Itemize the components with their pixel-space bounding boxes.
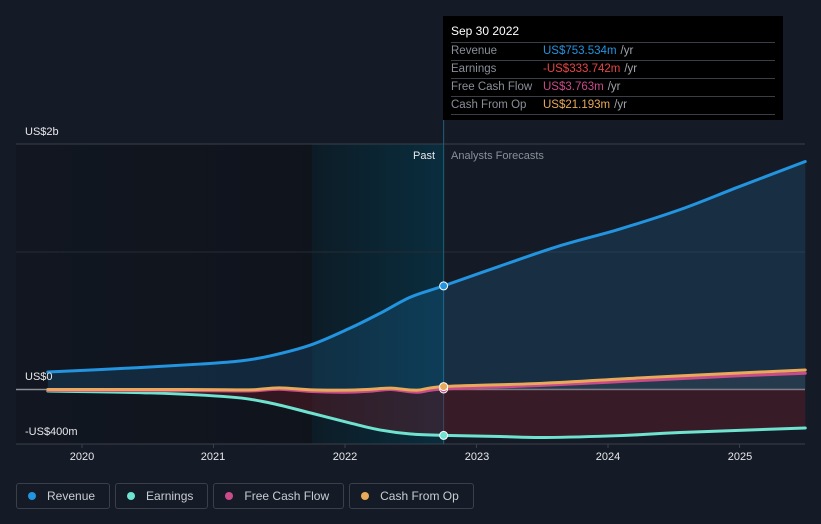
tooltip-unit: /yr (624, 63, 638, 75)
revenue-point (439, 281, 449, 291)
free-cash-flow-dot-icon (225, 492, 234, 500)
earnings-line (46, 389, 807, 440)
x-tick-label: 2022 (332, 451, 358, 463)
earnings-point (439, 430, 449, 440)
tooltip-unit: /yr (607, 81, 621, 93)
tooltip-label: Revenue (451, 45, 498, 57)
tooltip-label: Free Cash Flow (451, 81, 533, 93)
tooltip-unit: /yr (614, 99, 627, 111)
revenue-area (47, 161, 806, 390)
past-label: Past (412, 150, 435, 162)
x-tick-label: 2020 (69, 451, 95, 463)
cash-from-op-dot-icon (361, 492, 370, 500)
legend-item-free-cash-flow[interactable]: Free Cash Flow (213, 483, 345, 509)
tooltip-label: Cash From Op (451, 99, 527, 111)
tooltip-value: US$21.193m (543, 99, 611, 111)
legend-label: Revenue (47, 489, 96, 503)
tooltip: Sep 30 2022 Revenue US$753.534m /yr Earn… (443, 16, 783, 120)
cash-from-op-area (47, 369, 806, 391)
tooltip-row-earnings: Earnings -US$333.742m /yr (451, 61, 775, 79)
tooltip-row-free-cash-flow: Free Cash Flow US$3.763m /yr (451, 79, 775, 97)
legend: Revenue Earnings Free Cash Flow Cash Fro… (16, 483, 474, 509)
legend-item-earnings[interactable]: Earnings (115, 483, 209, 509)
cash-from-op-line (46, 368, 807, 392)
tooltip-label: Earnings (451, 63, 497, 75)
tooltip-date: Sep 30 2022 (451, 22, 775, 43)
x-tick-label: 2025 (727, 451, 753, 463)
earnings-dot-icon (127, 492, 136, 500)
legend-item-cash-from-op[interactable]: Cash From Op (349, 483, 474, 509)
tooltip-row-revenue: Revenue US$753.534m /yr (451, 43, 775, 61)
y-tick-label-bottom: -US$400m (25, 426, 78, 438)
tooltip-value: -US$333.742m (543, 63, 621, 75)
x-tick-label: 2021 (200, 451, 226, 463)
tooltip-unit: /yr (620, 45, 634, 57)
legend-label: Earnings (146, 489, 194, 503)
tooltip-row-cash-from-op: Cash From Op US$21.193m /yr (451, 97, 775, 115)
y-tick-label-zero: US$0 (25, 371, 53, 383)
y-tick-label-top: US$2b (25, 126, 59, 138)
x-tick-label: 2024 (595, 451, 621, 463)
x-tick-label: 2023 (464, 451, 490, 463)
legend-label: Free Cash Flow (244, 489, 330, 503)
legend-item-revenue[interactable]: Revenue (16, 483, 111, 509)
tooltip-value: US$753.534m (543, 45, 617, 57)
forecast-label: Analysts Forecasts (451, 150, 544, 162)
legend-label: Cash From Op (380, 489, 459, 503)
revenue-line (46, 160, 807, 374)
earnings-area (47, 389, 806, 438)
tooltip-value: US$3.763m (543, 81, 604, 93)
cash-from-op-point (439, 382, 449, 392)
revenue-dot-icon (28, 492, 36, 500)
